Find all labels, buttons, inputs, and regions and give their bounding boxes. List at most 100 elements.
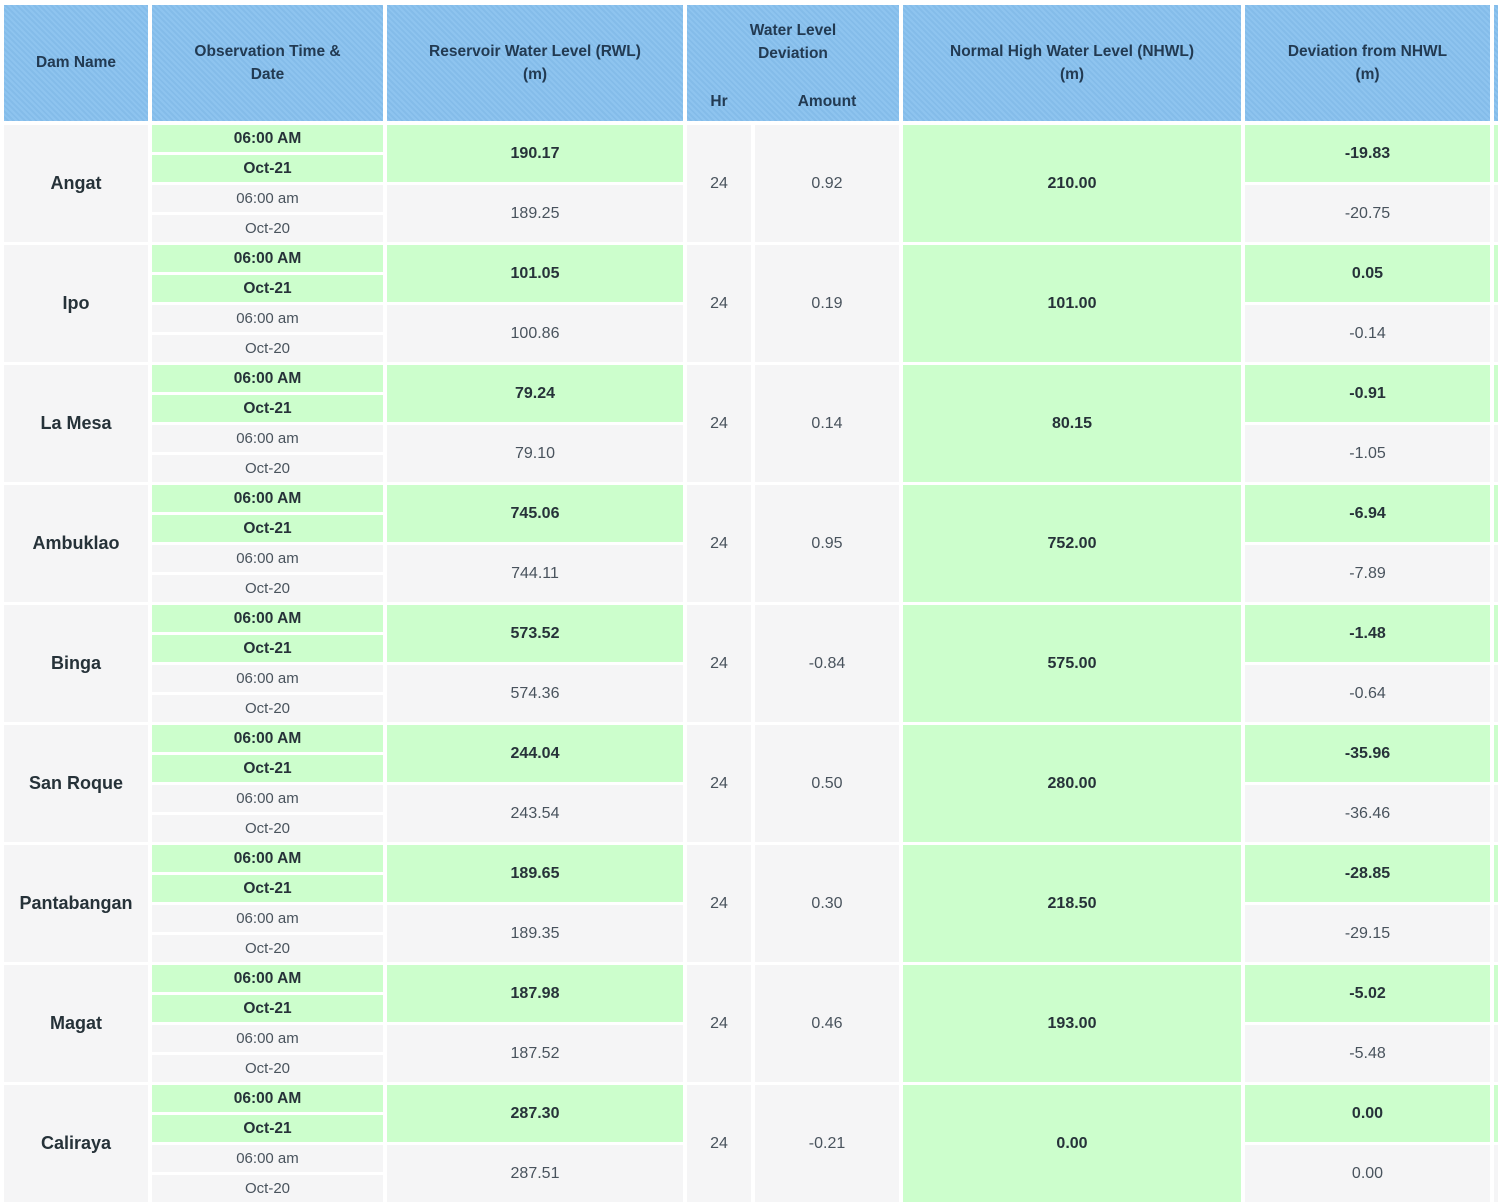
deviation-amount-cell: 0.19 (755, 245, 899, 362)
obs-time-prev-cell: 06:00 am (152, 665, 383, 692)
rwl-prev-cell: 287.51 (387, 1145, 683, 1202)
obs-date-prev-cell: Oct-20 (152, 815, 383, 842)
dev-nhwl-current-cell: -35.96 (1245, 725, 1490, 782)
obs-time-current-cell: 06:00 AM (152, 245, 383, 272)
header-dam-name-label: Dam Name (35, 54, 117, 72)
header-amount: Amount (797, 92, 857, 110)
dev-nhwl-current-cell: -28.85 (1245, 845, 1490, 902)
nhwl-cell: 280.00 (903, 725, 1241, 842)
rwl-prev-cell: 243.54 (387, 785, 683, 842)
obs-date-prev-cell: Oct-20 (152, 935, 383, 962)
rwl-current-cell: 190.17 (387, 125, 683, 182)
dev-nhwl-current-cell: -19.83 (1245, 125, 1490, 182)
dam-row: Ipo 06:00 AM Oct-21 06:00 am Oct-20 101.… (4, 245, 1498, 362)
clipped-column-cell-top (1494, 845, 1498, 902)
obs-time-current-cell: 06:00 AM (152, 725, 383, 752)
obs-time-current-cell: 06:00 AM (152, 605, 383, 632)
rwl-current-cell: 101.05 (387, 245, 683, 302)
obs-time-current-cell: 06:00 AM (152, 965, 383, 992)
dam-row: Angat 06:00 AM Oct-21 06:00 am Oct-20 19… (4, 125, 1498, 242)
obs-date-current-cell: Oct-21 (152, 395, 383, 422)
rwl-current-cell: 79.24 (387, 365, 683, 422)
clipped-column-cell-top (1494, 1085, 1498, 1142)
obs-date-current-cell: Oct-21 (152, 1115, 383, 1142)
dam-name-cell: Ambuklao (4, 485, 148, 602)
clipped-column-cell-bottom (1494, 305, 1498, 362)
header-deviation-from-nhwl: Deviation from NHWL (m) (1245, 5, 1490, 121)
header-rwl: Reservoir Water Level (RWL) (m) (387, 5, 683, 121)
deviation-hr-cell: 24 (687, 605, 751, 722)
deviation-hr-cell: 24 (687, 845, 751, 962)
table-body: Angat 06:00 AM Oct-21 06:00 am Oct-20 19… (4, 125, 1498, 1202)
obs-date-current-cell: Oct-21 (152, 875, 383, 902)
rwl-current-cell: 189.65 (387, 845, 683, 902)
clipped-column-cell-bottom (1494, 545, 1498, 602)
clipped-column-cell-bottom (1494, 425, 1498, 482)
rwl-current-cell: 244.04 (387, 725, 683, 782)
clipped-column-cell-bottom (1494, 785, 1498, 842)
nhwl-cell: 101.00 (903, 245, 1241, 362)
obs-time-current-cell: 06:00 AM (152, 125, 383, 152)
dev-nhwl-current-cell: 0.00 (1245, 1085, 1490, 1142)
header-observation: Observation Time & Date (152, 5, 383, 121)
dev-nhwl-prev-cell: -1.05 (1245, 425, 1490, 482)
obs-date-current-cell: Oct-21 (152, 155, 383, 182)
clipped-column-cell-bottom (1494, 665, 1498, 722)
deviation-amount-cell: -0.84 (755, 605, 899, 722)
clipped-column-cell-top (1494, 125, 1498, 182)
dam-name-cell: Angat (4, 125, 148, 242)
obs-date-prev-cell: Oct-20 (152, 335, 383, 362)
obs-time-prev-cell: 06:00 am (152, 1025, 383, 1052)
header-water-level-deviation-label: Water Level Deviation (749, 22, 837, 63)
rwl-prev-cell: 574.36 (387, 665, 683, 722)
dam-name-cell: Pantabangan (4, 845, 148, 962)
deviation-amount-cell: 0.46 (755, 965, 899, 1082)
clipped-column-cell-top (1494, 605, 1498, 662)
dev-nhwl-current-cell: -0.91 (1245, 365, 1490, 422)
nhwl-cell: 218.50 (903, 845, 1241, 962)
dam-row: Ambuklao 06:00 AM Oct-21 06:00 am Oct-20… (4, 485, 1498, 602)
obs-time-prev-cell: 06:00 am (152, 905, 383, 932)
obs-date-current-cell: Oct-21 (152, 995, 383, 1022)
clipped-column-cell-top (1494, 725, 1498, 782)
obs-date-prev-cell: Oct-20 (152, 215, 383, 242)
rwl-prev-cell: 79.10 (387, 425, 683, 482)
dam-row: Caliraya 06:00 AM Oct-21 06:00 am Oct-20… (4, 1085, 1498, 1202)
obs-time-current-cell: 06:00 AM (152, 365, 383, 392)
deviation-amount-cell: 0.50 (755, 725, 899, 842)
obs-time-prev-cell: 06:00 am (152, 185, 383, 212)
dev-nhwl-prev-cell: -29.15 (1245, 905, 1490, 962)
header-water-level-deviation-group: Water Level Deviation Hr Amount (687, 5, 899, 121)
rwl-prev-cell: 744.11 (387, 545, 683, 602)
dev-nhwl-prev-cell: -0.64 (1245, 665, 1490, 722)
table-header: Dam Name Observation Time & Date Reservo… (4, 5, 1498, 121)
obs-time-prev-cell: 06:00 am (152, 1145, 383, 1172)
obs-date-current-cell: Oct-21 (152, 515, 383, 542)
dam-name-cell: La Mesa (4, 365, 148, 482)
obs-date-prev-cell: Oct-20 (152, 695, 383, 722)
header-clipped-column (1494, 5, 1498, 121)
obs-time-prev-cell: 06:00 am (152, 545, 383, 572)
clipped-column-cell-bottom (1494, 185, 1498, 242)
obs-time-prev-cell: 06:00 am (152, 785, 383, 812)
obs-date-prev-cell: Oct-20 (152, 455, 383, 482)
deviation-amount-cell: 0.14 (755, 365, 899, 482)
dev-nhwl-prev-cell: 0.00 (1245, 1145, 1490, 1202)
obs-time-current-cell: 06:00 AM (152, 845, 383, 872)
rwl-prev-cell: 189.35 (387, 905, 683, 962)
dam-name-cell: Binga (4, 605, 148, 722)
rwl-current-cell: 187.98 (387, 965, 683, 1022)
dam-name-cell: Magat (4, 965, 148, 1082)
dev-nhwl-current-cell: 0.05 (1245, 245, 1490, 302)
dam-row: Binga 06:00 AM Oct-21 06:00 am Oct-20 57… (4, 605, 1498, 722)
deviation-hr-cell: 24 (687, 725, 751, 842)
obs-date-prev-cell: Oct-20 (152, 1055, 383, 1082)
dev-nhwl-prev-cell: -20.75 (1245, 185, 1490, 242)
deviation-amount-cell: 0.95 (755, 485, 899, 602)
clipped-column-cell-top (1494, 365, 1498, 422)
obs-time-prev-cell: 06:00 am (152, 425, 383, 452)
dam-row: Pantabangan 06:00 AM Oct-21 06:00 am Oct… (4, 845, 1498, 962)
obs-date-current-cell: Oct-21 (152, 275, 383, 302)
deviation-hr-cell: 24 (687, 965, 751, 1082)
